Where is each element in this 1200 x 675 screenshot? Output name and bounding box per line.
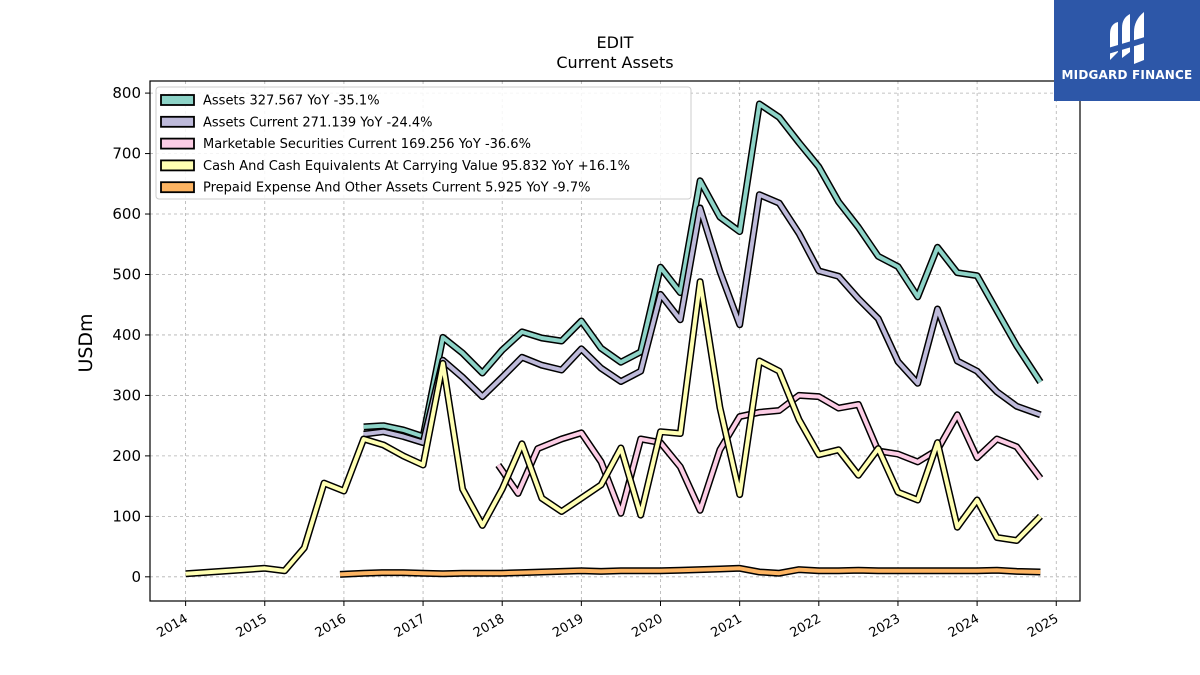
y-tick-label: 100 — [112, 507, 141, 525]
x-tick-label: 2020 — [629, 611, 665, 641]
y-axis-label: USDm — [75, 313, 97, 372]
legend-entry: Assets 327.567 YoY -35.1% — [203, 94, 380, 109]
legend-entry: Cash And Cash Equivalents At Carrying Va… — [203, 159, 630, 174]
brand-name: MIDGARD FINANCE — [1061, 68, 1193, 82]
series-4 — [339, 564, 1041, 578]
legend-swatch — [160, 94, 195, 106]
y-tick-label: 600 — [112, 205, 141, 223]
x-tick-label: 2014 — [154, 611, 190, 641]
y-axis-ticks: 0 100 200 300 400 500 600 700 800 — [112, 84, 150, 586]
x-tick-label: 2024 — [946, 611, 982, 641]
plot-frame — [149, 80, 1081, 602]
series-3 — [185, 278, 1043, 578]
series-line — [496, 393, 1042, 516]
y-tick-label: 200 — [112, 447, 141, 465]
series-line — [363, 102, 1043, 439]
y-tick-label: 400 — [112, 326, 141, 344]
x-tick-label: 2019 — [550, 611, 586, 641]
x-tick-label: 2017 — [392, 611, 428, 641]
x-axis-ticks: 2014 2015 2016 2017 2018 2019 2020 2021 2022 2023… — [154, 601, 1061, 641]
legend-swatch — [160, 181, 195, 194]
legend-swatch — [160, 115, 195, 128]
y-tick-label: 0 — [131, 568, 141, 586]
chart-subtitle: Current Assets — [556, 53, 673, 72]
y-tick-label: 700 — [112, 145, 141, 163]
series-line-outline — [185, 278, 1043, 578]
y-tick-label: 300 — [112, 386, 141, 404]
x-tick-label: 2021 — [708, 611, 744, 641]
legend-entry: Assets Current 271.139 YoY -24.4% — [203, 115, 433, 130]
series-2 — [495, 391, 1044, 517]
series-line — [363, 192, 1042, 445]
brand-logo: MIDGARD FINANCE — [1054, 0, 1200, 101]
legend: Assets 327.567 YoY -35.1% Assets Current … — [155, 86, 692, 200]
x-tick-label: 2015 — [234, 611, 270, 641]
midgard-logo-icon — [1108, 12, 1148, 64]
series-line — [185, 279, 1042, 576]
x-tick-label: 2023 — [867, 611, 903, 641]
legend-box — [155, 86, 692, 200]
x-tick-label: 2025 — [1025, 611, 1061, 641]
series-0 — [363, 100, 1044, 440]
x-tick-label: 2018 — [471, 611, 507, 641]
legend-swatch — [160, 159, 195, 172]
series-1 — [363, 191, 1042, 447]
x-tick-label: 2022 — [788, 611, 824, 641]
series-line — [339, 566, 1041, 577]
series-line-outline — [363, 191, 1042, 447]
legend-entry: Marketable Securities Current 169.256 Yo… — [203, 137, 531, 152]
y-tick-label: 500 — [112, 265, 141, 283]
x-tick-label: 2016 — [313, 611, 349, 641]
series-lines — [185, 100, 1044, 578]
y-tick-label: 800 — [112, 84, 141, 102]
legend-entry: Prepaid Expense And Other Assets Current… — [203, 181, 590, 196]
chart-title: EDIT — [597, 33, 634, 52]
legend-swatch — [160, 137, 195, 150]
